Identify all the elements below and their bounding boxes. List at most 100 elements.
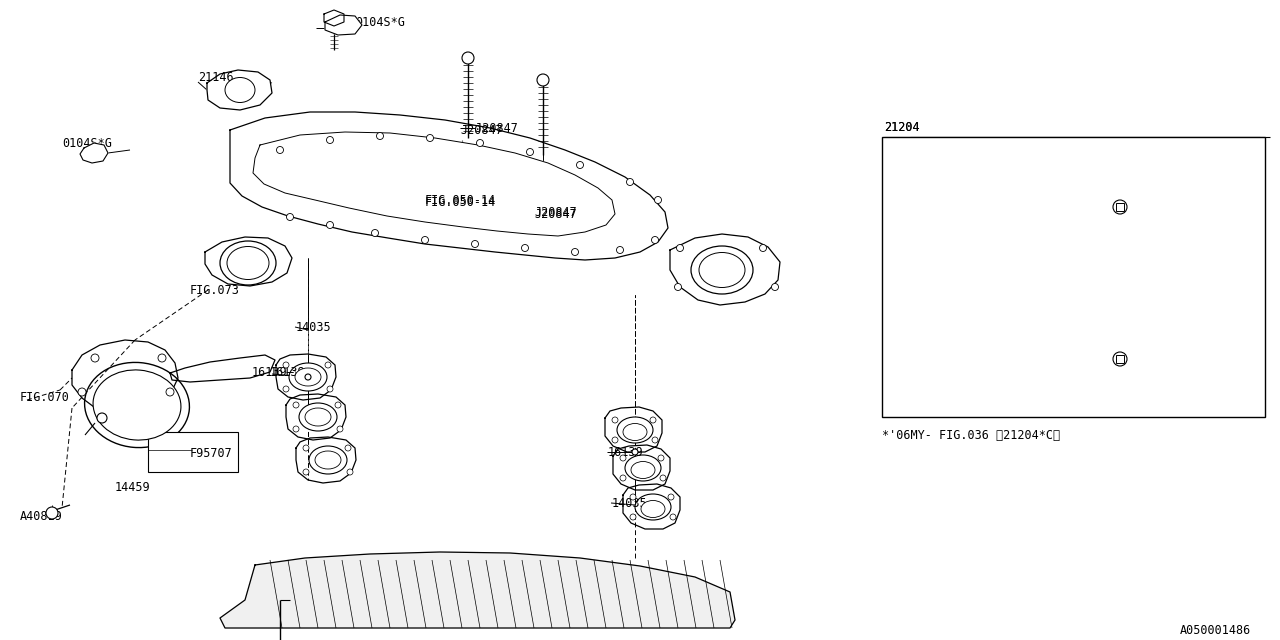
Text: 14459: 14459 — [115, 481, 151, 493]
Polygon shape — [605, 407, 662, 452]
Ellipse shape — [699, 253, 745, 287]
Text: 0923S: 0923S — [1048, 168, 1084, 182]
Circle shape — [630, 514, 636, 520]
Text: 14035: 14035 — [612, 497, 648, 509]
Circle shape — [335, 402, 340, 408]
Circle shape — [632, 449, 637, 455]
Circle shape — [276, 147, 283, 154]
Text: FIG.073: FIG.073 — [189, 284, 239, 296]
Ellipse shape — [305, 408, 332, 426]
Circle shape — [620, 475, 626, 481]
Circle shape — [325, 362, 332, 368]
Circle shape — [421, 237, 429, 243]
Text: *'06MY- FIG.036 ㈒21204*C〉: *'06MY- FIG.036 ㈒21204*C〉 — [882, 429, 1060, 442]
Polygon shape — [230, 112, 668, 260]
Polygon shape — [296, 437, 356, 483]
Text: FIG.063: FIG.063 — [887, 175, 937, 189]
Text: 16139: 16139 — [270, 365, 306, 378]
Circle shape — [1114, 352, 1126, 366]
Text: F95707: F95707 — [189, 447, 233, 460]
Polygon shape — [207, 70, 273, 110]
Text: A050001486: A050001486 — [1180, 623, 1252, 637]
Circle shape — [538, 74, 549, 86]
Text: 21146: 21146 — [198, 70, 234, 83]
Ellipse shape — [641, 500, 666, 518]
Circle shape — [617, 246, 623, 253]
Circle shape — [166, 388, 174, 396]
Ellipse shape — [225, 77, 255, 102]
Circle shape — [675, 284, 681, 291]
Text: 0104S*G: 0104S*G — [61, 136, 111, 150]
Circle shape — [626, 179, 634, 186]
Ellipse shape — [315, 451, 340, 469]
Circle shape — [669, 514, 676, 520]
Ellipse shape — [84, 362, 189, 447]
Bar — [1116, 203, 1124, 211]
Ellipse shape — [625, 455, 660, 481]
Circle shape — [426, 134, 434, 141]
Circle shape — [326, 136, 334, 143]
Circle shape — [46, 507, 58, 519]
Ellipse shape — [308, 446, 347, 474]
Text: FIG.070: FIG.070 — [20, 390, 70, 403]
Ellipse shape — [93, 370, 180, 440]
Text: FIG.050-14: FIG.050-14 — [425, 193, 497, 207]
Circle shape — [658, 455, 664, 461]
Circle shape — [157, 354, 166, 362]
Text: 0923S: 0923S — [1039, 323, 1075, 337]
Circle shape — [677, 244, 684, 252]
Circle shape — [652, 437, 658, 443]
Circle shape — [652, 237, 658, 243]
Text: J20847: J20847 — [534, 207, 577, 221]
Circle shape — [612, 437, 618, 443]
Circle shape — [612, 417, 618, 423]
Circle shape — [283, 386, 289, 392]
Circle shape — [462, 52, 474, 64]
Ellipse shape — [220, 241, 276, 285]
Ellipse shape — [294, 368, 321, 386]
Circle shape — [526, 148, 534, 156]
Text: 21204: 21204 — [884, 120, 919, 134]
Ellipse shape — [635, 494, 671, 520]
Text: *-'05MY: *-'05MY — [902, 376, 952, 388]
Circle shape — [305, 374, 311, 380]
Circle shape — [337, 426, 343, 432]
Circle shape — [476, 140, 484, 147]
Text: 0104S*G: 0104S*G — [355, 15, 404, 29]
Polygon shape — [324, 10, 344, 26]
Circle shape — [630, 494, 636, 500]
Polygon shape — [276, 354, 337, 400]
Text: J20847: J20847 — [460, 124, 503, 136]
Polygon shape — [623, 484, 680, 529]
Circle shape — [668, 494, 675, 500]
Circle shape — [1114, 200, 1126, 214]
Text: 21204: 21204 — [884, 120, 919, 134]
Text: A40819: A40819 — [20, 509, 63, 522]
Circle shape — [650, 417, 657, 423]
Circle shape — [326, 221, 334, 228]
Polygon shape — [72, 340, 178, 415]
Ellipse shape — [617, 417, 653, 443]
Circle shape — [346, 445, 351, 451]
Polygon shape — [253, 132, 614, 236]
Bar — [882, 137, 1265, 417]
Circle shape — [326, 386, 333, 392]
Text: J20847: J20847 — [534, 205, 577, 218]
Bar — [1116, 355, 1124, 363]
Polygon shape — [220, 552, 735, 628]
Polygon shape — [325, 15, 362, 35]
Ellipse shape — [289, 363, 326, 391]
Circle shape — [371, 230, 379, 237]
Circle shape — [303, 445, 308, 451]
Circle shape — [660, 475, 666, 481]
Polygon shape — [613, 445, 669, 490]
Circle shape — [91, 354, 99, 362]
Bar — [148, 432, 238, 472]
Circle shape — [571, 248, 579, 255]
Polygon shape — [205, 237, 292, 286]
Circle shape — [654, 196, 662, 204]
Text: FIG.050-14: FIG.050-14 — [425, 195, 497, 209]
Ellipse shape — [227, 246, 269, 280]
Circle shape — [576, 161, 584, 168]
Circle shape — [620, 455, 626, 461]
